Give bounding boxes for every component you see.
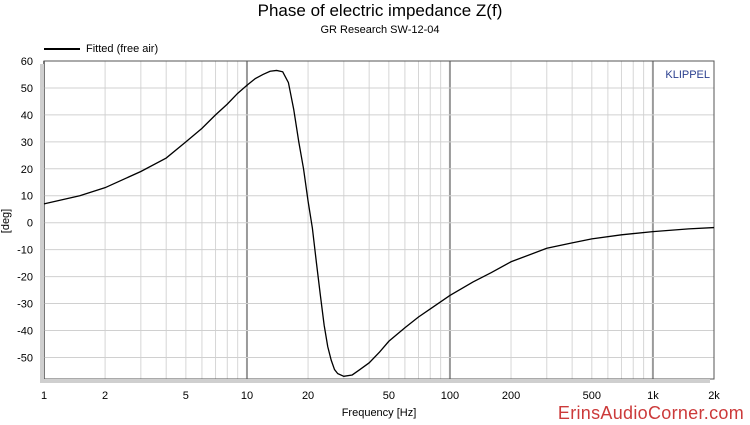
y-axis-label: [deg] xyxy=(0,209,12,233)
legend-label: Fitted (free air) xyxy=(86,43,159,55)
x-tick-label: 100 xyxy=(441,390,459,402)
y-tick-label: 20 xyxy=(21,164,33,176)
x-tick-label: 200 xyxy=(502,390,520,402)
x-tick-label: 20 xyxy=(302,390,314,402)
series-line-fitted-free-air xyxy=(43,69,715,377)
x-tick-labels: 1 2 5 10 20 50 100 200 500 1k 2k xyxy=(41,390,720,402)
y-tick-labels: 60 50 40 30 20 10 0 -10 -20 -30 -40 -50 xyxy=(17,56,33,364)
chart-grid xyxy=(43,60,715,379)
y-tick-label: -50 xyxy=(17,352,33,364)
x-tick-label: 50 xyxy=(383,390,395,402)
x-tick-label: 2k xyxy=(708,390,720,402)
y-tick-label: -30 xyxy=(17,299,33,311)
x-axis-shadow xyxy=(40,379,710,383)
y-tick-label: 10 xyxy=(21,191,33,203)
klippel-badge: KLIPPEL xyxy=(665,69,710,81)
x-tick-label: 10 xyxy=(241,390,253,402)
x-axis-label: Frequency [Hz] xyxy=(342,407,417,419)
legend-swatch xyxy=(44,48,80,50)
y-tick-label: -40 xyxy=(17,325,33,337)
x-tick-label: 5 xyxy=(183,390,189,402)
x-tick-label: 1k xyxy=(647,390,659,402)
y-axis-shadow xyxy=(40,64,44,382)
y-tick-label: 0 xyxy=(27,218,33,230)
y-tick-label: -20 xyxy=(17,272,33,284)
chart-subtitle: GR Research SW-12-04 xyxy=(320,24,440,36)
axis-shadow xyxy=(40,64,710,383)
y-tick-label: 50 xyxy=(21,83,33,95)
x-tick-label: 500 xyxy=(583,390,601,402)
x-tick-label: 2 xyxy=(102,390,108,402)
chart-legend: Fitted (free air) xyxy=(44,43,158,55)
site-watermark: ErinsAudioCorner.com xyxy=(557,403,744,423)
y-tick-label: -10 xyxy=(17,245,33,257)
y-tick-label: 40 xyxy=(21,110,33,122)
y-tick-label: 30 xyxy=(21,137,33,149)
plot-frame xyxy=(43,60,715,380)
chart-title: Phase of electric impedance Z(f) xyxy=(257,1,503,20)
y-tick-label: 60 xyxy=(21,56,33,68)
x-tick-label: 1 xyxy=(41,390,47,402)
